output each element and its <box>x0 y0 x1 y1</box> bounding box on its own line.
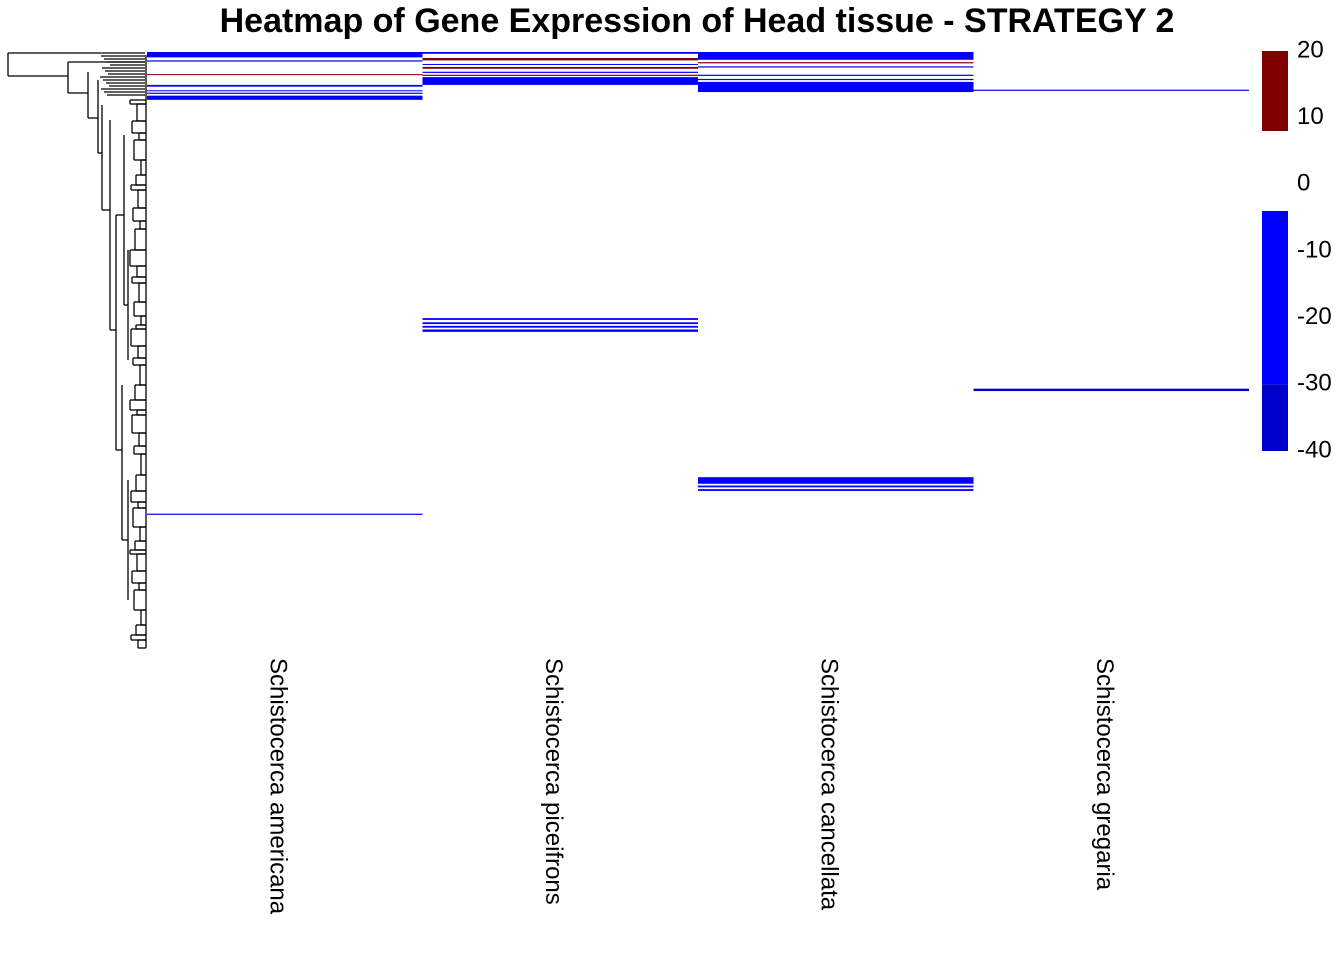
heatmap-cell <box>698 74 974 76</box>
heatmap-cell <box>698 81 974 93</box>
column-labels: Schistocerca americana Schistocerca picei… <box>264 658 1118 915</box>
legend-color-block <box>1262 384 1288 451</box>
heatmap-cell <box>422 322 698 325</box>
heatmap-cell <box>422 66 698 69</box>
heatmap-cell <box>698 477 974 484</box>
legend-color-block <box>1262 51 1288 131</box>
heatmap-cell <box>973 388 1249 392</box>
heatmap-cell <box>422 57 698 61</box>
column-label: Schistocerca piceifrons <box>540 658 567 905</box>
heatmap-cell <box>147 74 423 76</box>
heatmap-cell <box>698 62 974 64</box>
heatmap-cell <box>422 71 698 73</box>
heatmap-cell <box>422 63 698 65</box>
row-dendrogram <box>7 52 147 649</box>
heatmap-cell <box>698 66 974 68</box>
chart-title: Heatmap of Gene Expression of Head tissu… <box>219 2 1175 40</box>
heatmap-cell <box>147 60 423 62</box>
heatmap-cells <box>147 52 1249 515</box>
legend-color-block <box>1262 211 1288 385</box>
heatmap-cell <box>147 90 423 92</box>
heatmap-cell <box>147 513 423 515</box>
heatmap-cell <box>422 74 698 76</box>
heatmap-cell <box>147 95 423 100</box>
heatmap-cell <box>422 318 698 320</box>
heatmap-cell <box>698 485 974 488</box>
column-label: Schistocerca cancellata <box>815 658 842 911</box>
legend-tick-label: 0 <box>1297 170 1310 197</box>
heatmap-cell <box>422 325 698 328</box>
legend-tick-label: 20 <box>1297 36 1324 63</box>
heatmap-cell <box>973 89 1249 91</box>
color-legend: 20 10 0 -10 -20 -30 -40 <box>1262 36 1332 463</box>
legend-tick-label: -20 <box>1297 303 1332 330</box>
column-label: Schistocerca americana <box>264 658 291 915</box>
legend-tick-label: -40 <box>1297 436 1332 463</box>
heatmap-cell <box>147 92 423 94</box>
heatmap-cell <box>422 77 698 85</box>
legend-tick-label: -30 <box>1297 370 1332 397</box>
heatmap-cell <box>698 489 974 491</box>
column-label: Schistocerca gregaria <box>1091 658 1118 891</box>
heatmap-cell <box>147 84 423 87</box>
legend-tick-label: -10 <box>1297 236 1332 263</box>
heatmap-cell <box>147 52 423 58</box>
heatmap-cell <box>422 52 698 54</box>
heatmap-cell <box>698 78 974 81</box>
legend-tick-label: 10 <box>1297 103 1324 130</box>
heatmap-cell <box>698 52 974 60</box>
heatmap-cell <box>422 329 698 332</box>
